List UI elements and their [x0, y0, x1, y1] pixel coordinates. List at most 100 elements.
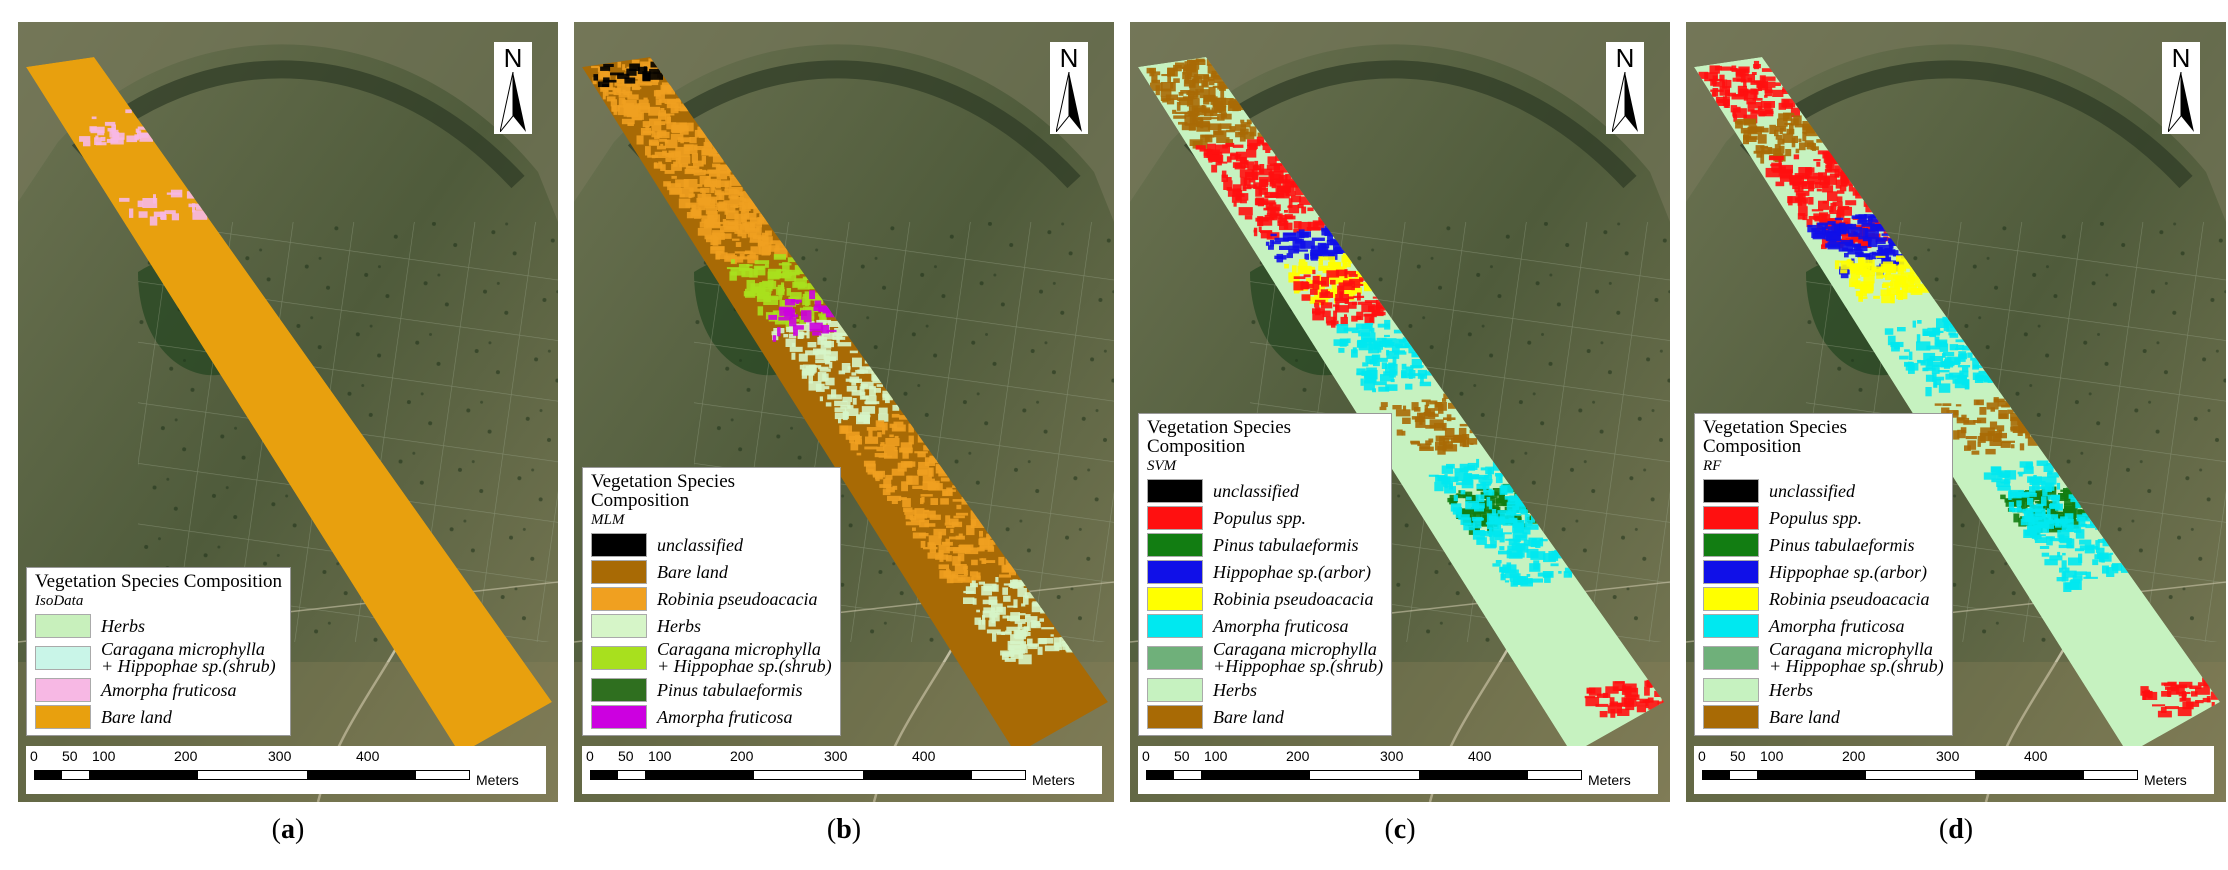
north-arrow-label: N	[1059, 43, 1079, 73]
scale-unit: Meters	[1032, 772, 1075, 788]
legend-swatch	[591, 587, 647, 611]
legend-swatch	[35, 646, 91, 670]
legend-method: RF	[1703, 458, 1722, 474]
legend-swatch	[1147, 533, 1203, 557]
map-panel-c: N Vegetation Species Composition SVM unclass…	[1130, 22, 1670, 802]
scale-tick-label: 0	[586, 748, 594, 764]
legend: Vegetation Species Composition IsoData Her…	[26, 567, 291, 736]
legend-label: Caragana microphylla + Hippophae sp.(shru…	[657, 639, 832, 676]
legend-swatch	[1703, 646, 1759, 670]
legend-method: IsoData	[35, 593, 84, 609]
legend-swatch	[35, 678, 91, 702]
legend: Vegetation Species Composition MLM unclassi…	[582, 467, 841, 736]
legend-swatch	[1147, 506, 1203, 530]
legend-item: Populus spp.	[1147, 506, 1383, 530]
legend-label: Populus spp.	[1213, 508, 1307, 528]
legend-swatch	[35, 614, 91, 638]
legend-label: Hippophae sp.(arbor)	[1213, 562, 1371, 582]
legend-swatch	[591, 560, 647, 584]
legend-item: unclassified	[1703, 479, 1944, 503]
legend-swatch	[1703, 587, 1759, 611]
legend-label: Caragana microphylla +Hippophae sp.(shrub…	[1213, 639, 1384, 676]
legend-label: Herbs	[1769, 680, 1813, 700]
legend: Vegetation Species Composition SVM unclassi…	[1138, 413, 1393, 736]
map-panel-d: N Vegetation Species Composition RF unclassi…	[1686, 22, 2226, 802]
legend-item: Pinus tabulaeformis	[591, 678, 832, 702]
legend-label: unclassified	[657, 535, 743, 555]
scale-unit: Meters	[2144, 772, 2187, 788]
legend-item: Hippophae sp.(arbor)	[1147, 560, 1383, 584]
legend-label: Bare land	[101, 707, 172, 727]
panel-caption: (d)	[1938, 814, 1974, 845]
north-arrow: N	[2162, 42, 2200, 134]
legend-label: Amorpha fruticosa	[657, 707, 793, 727]
legend-swatch	[591, 614, 647, 638]
legend-swatch	[1147, 705, 1203, 729]
legend-swatch	[1147, 587, 1203, 611]
scale-bar-graphic	[1146, 770, 1582, 780]
legend-label: Robinia pseudoacacia	[1769, 589, 1930, 609]
legend-swatch	[591, 678, 647, 702]
scale-tick-label: 300	[268, 748, 292, 764]
north-arrow: N	[1606, 42, 1644, 134]
scale-tick-label: 300	[824, 748, 848, 764]
scale-tick-label: 50	[1730, 748, 1746, 764]
legend-swatch	[591, 646, 647, 670]
scale-unit: Meters	[1588, 772, 1631, 788]
legend-method: MLM	[591, 512, 625, 528]
legend-swatch	[1703, 614, 1759, 638]
legend-item: Robinia pseudoacacia	[591, 587, 832, 611]
legend-swatch	[591, 533, 647, 557]
legend-swatch	[1703, 479, 1759, 503]
legend-label: Herbs	[1213, 680, 1257, 700]
legend-item: Amorpha fruticosa	[591, 705, 832, 729]
scale-bar: 0 50 100 200 300 400 Meters	[1138, 746, 1658, 794]
legend-label: Robinia pseudoacacia	[657, 589, 818, 609]
legend-item: Populus spp.	[1703, 506, 1944, 530]
legend-label: Bare land	[1213, 707, 1284, 727]
legend-label: Amorpha fruticosa	[101, 680, 237, 700]
north-arrow-label: N	[1615, 43, 1635, 73]
legend-label: Pinus tabulaeformis	[1213, 535, 1359, 555]
north-arrow-icon	[500, 72, 526, 132]
legend-title: Vegetation Species Composition	[1147, 417, 1292, 457]
legend-swatch	[1147, 678, 1203, 702]
north-arrow: N	[1050, 42, 1088, 134]
scale-bar-graphic	[590, 770, 1026, 780]
legend-item: unclassified	[1147, 479, 1383, 503]
scale-tick-label: 400	[356, 748, 380, 764]
legend-item: unclassified	[591, 533, 832, 557]
legend-label: Amorpha fruticosa	[1213, 616, 1349, 636]
legend-swatch	[591, 705, 647, 729]
scale-tick-label: 400	[1468, 748, 1492, 764]
scale-tick-label: 100	[1204, 748, 1228, 764]
panel-caption: (c)	[1384, 814, 1416, 845]
scale-tick-label: 200	[730, 748, 754, 764]
scale-bar-graphic	[1702, 770, 2138, 780]
legend-label: Herbs	[101, 616, 145, 636]
legend-swatch	[35, 705, 91, 729]
legend-item: Caragana microphylla + Hippophae sp.(shru…	[1703, 640, 1944, 675]
legend-swatch	[1703, 533, 1759, 557]
legend-label: Caragana microphylla + Hippophae sp.(shru…	[101, 639, 276, 676]
map-panel-a: N Vegetation Species Composition IsoData He…	[18, 22, 558, 802]
scale-tick-label: 0	[1142, 748, 1150, 764]
legend-item: Amorpha fruticosa	[1703, 614, 1944, 638]
legend-item: Bare land	[1147, 705, 1383, 729]
legend-item: Pinus tabulaeformis	[1147, 533, 1383, 557]
legend-swatch	[1703, 506, 1759, 530]
legend-item: Amorpha fruticosa	[35, 678, 282, 702]
legend-label: Bare land	[657, 562, 728, 582]
legend-label: Robinia pseudoacacia	[1213, 589, 1374, 609]
panel-caption: (b)	[826, 814, 862, 845]
scale-tick-label: 200	[1842, 748, 1866, 764]
scale-bar: 0 50 100 200 300 400 Meters	[582, 746, 1102, 794]
legend-swatch	[1147, 479, 1203, 503]
scale-tick-label: 50	[618, 748, 634, 764]
satellite-map	[1130, 22, 1670, 802]
scale-tick-label: 400	[2024, 748, 2048, 764]
legend-item: Caragana microphylla + Hippophae sp.(shru…	[591, 639, 832, 676]
legend-swatch	[1703, 560, 1759, 584]
north-arrow-icon	[2168, 72, 2194, 132]
legend-label: unclassified	[1213, 481, 1299, 501]
